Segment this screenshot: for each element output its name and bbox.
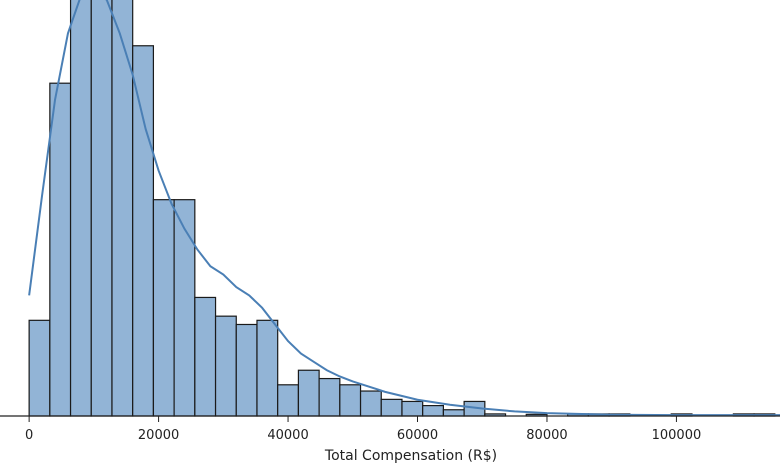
histogram-bar: [277, 384, 300, 417]
histogram-bar: [339, 384, 362, 417]
x-tick-label: 40000: [267, 428, 308, 443]
histogram-bar: [256, 319, 279, 417]
x-tick-label: 100000: [652, 428, 702, 443]
histogram-bar: [49, 82, 72, 417]
x-tick-label: 60000: [397, 428, 438, 443]
histogram-bar: [69, 0, 92, 417]
kde-curve: [28, 0, 780, 417]
histogram-bar: [318, 377, 341, 417]
histogram-bar: [152, 199, 175, 417]
histogram-bars: [28, 0, 776, 417]
x-tick-label: 20000: [138, 428, 179, 443]
histogram-bar: [359, 390, 382, 417]
histogram-bar: [132, 45, 155, 417]
histogram-bar: [401, 400, 424, 417]
histogram-bar: [380, 398, 403, 417]
histogram-bar: [28, 319, 51, 417]
histogram-bar: [194, 296, 217, 417]
histogram-bar: [90, 0, 113, 417]
x-axis-label: Total Compensation (R$): [324, 448, 497, 464]
x-tick-label: 80000: [526, 428, 567, 443]
histogram-bar: [173, 199, 196, 417]
histogram-bar: [235, 323, 258, 417]
x-tick-label: 0: [25, 428, 33, 443]
histogram-bar: [442, 409, 465, 417]
histogram-bar: [214, 315, 237, 417]
histogram-bar: [297, 369, 320, 417]
x-axis-ticks: 0 20000 40000 60000 80000 100000: [25, 416, 701, 443]
histogram-bar: [422, 405, 445, 417]
